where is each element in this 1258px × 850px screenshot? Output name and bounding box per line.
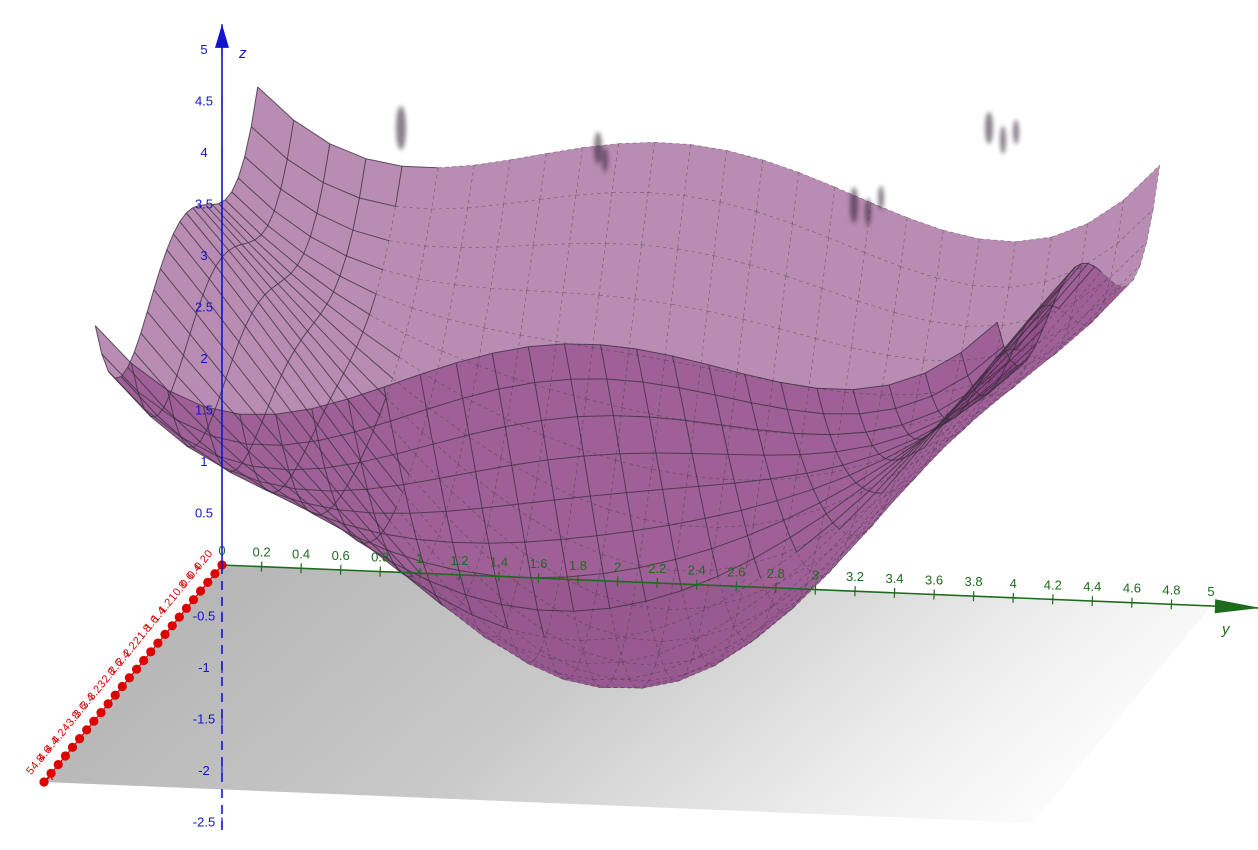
svg-text:1.4: 1.4: [490, 555, 508, 570]
svg-text:2.8: 2.8: [767, 566, 785, 581]
svg-text:z: z: [238, 45, 247, 62]
svg-text:0.2: 0.2: [253, 545, 271, 560]
svg-text:-1: -1: [198, 660, 210, 675]
svg-text:3: 3: [812, 568, 819, 583]
svg-text:2: 2: [200, 351, 207, 366]
svg-text:4.5: 4.5: [195, 94, 213, 109]
svg-text:4: 4: [200, 145, 207, 160]
svg-text:-2.5: -2.5: [193, 815, 215, 830]
svg-text:3: 3: [200, 248, 207, 263]
svg-text:1.2: 1.2: [450, 553, 468, 568]
svg-text:2.4: 2.4: [688, 563, 706, 578]
svg-text:4: 4: [1010, 576, 1017, 591]
svg-text:1: 1: [416, 551, 423, 566]
svg-text:3.8: 3.8: [965, 574, 983, 589]
svg-text:3.5: 3.5: [195, 197, 213, 212]
svg-text:4.6: 4.6: [1123, 581, 1141, 596]
svg-text:2.5: 2.5: [195, 300, 213, 315]
svg-text:-1.5: -1.5: [193, 712, 215, 727]
svg-text:1: 1: [200, 454, 207, 469]
svg-text:2.6: 2.6: [727, 564, 745, 579]
svg-text:0.6: 0.6: [332, 548, 350, 563]
svg-text:5: 5: [1207, 584, 1214, 599]
svg-text:-2: -2: [198, 763, 210, 778]
svg-text:-0.5: -0.5: [193, 609, 215, 624]
svg-text:1.8: 1.8: [569, 558, 587, 573]
svg-text:3.6: 3.6: [925, 573, 943, 588]
svg-text:3.4: 3.4: [885, 571, 903, 586]
svg-text:4.4: 4.4: [1083, 579, 1101, 594]
svg-text:0.8: 0.8: [371, 550, 389, 565]
svg-text:1.6: 1.6: [529, 556, 547, 571]
svg-text:5: 5: [200, 42, 207, 57]
svg-text:2.2: 2.2: [648, 561, 666, 576]
svg-text:1.5: 1.5: [195, 403, 213, 418]
svg-text:4.2: 4.2: [1044, 577, 1062, 592]
svg-text:x: x: [46, 767, 55, 783]
svg-text:0.5: 0.5: [195, 506, 213, 521]
svg-text:2: 2: [614, 559, 621, 574]
svg-text:0.4: 0.4: [292, 546, 310, 561]
svg-text:3.2: 3.2: [846, 569, 864, 584]
svg-text:4.8: 4.8: [1162, 582, 1180, 597]
